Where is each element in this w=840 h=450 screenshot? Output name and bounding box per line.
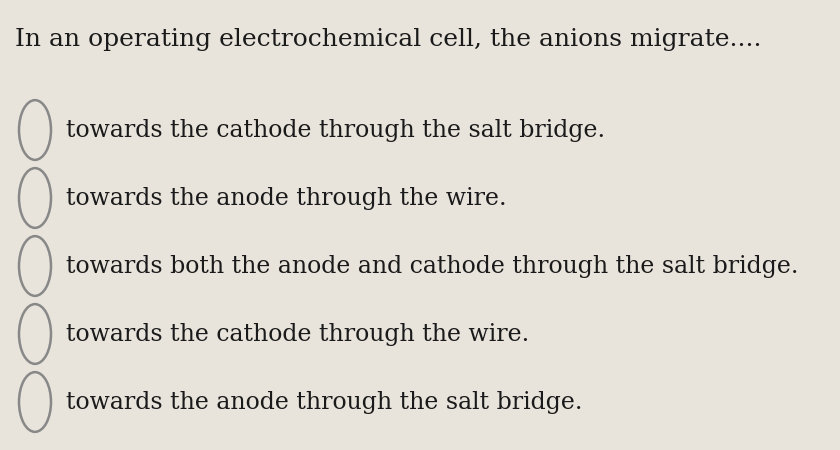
Text: towards the cathode through the wire.: towards the cathode through the wire. — [66, 323, 529, 346]
Text: towards the anode through the salt bridge.: towards the anode through the salt bridg… — [66, 391, 582, 414]
Ellipse shape — [19, 100, 51, 160]
Text: towards both the anode and cathode through the salt bridge.: towards both the anode and cathode throu… — [66, 255, 799, 278]
Ellipse shape — [19, 168, 51, 228]
Ellipse shape — [19, 236, 51, 296]
Text: towards the cathode through the salt bridge.: towards the cathode through the salt bri… — [66, 118, 605, 141]
Text: towards the anode through the wire.: towards the anode through the wire. — [66, 186, 507, 210]
Ellipse shape — [19, 304, 51, 364]
Text: In an operating electrochemical cell, the anions migrate....: In an operating electrochemical cell, th… — [15, 28, 762, 51]
Ellipse shape — [19, 372, 51, 432]
